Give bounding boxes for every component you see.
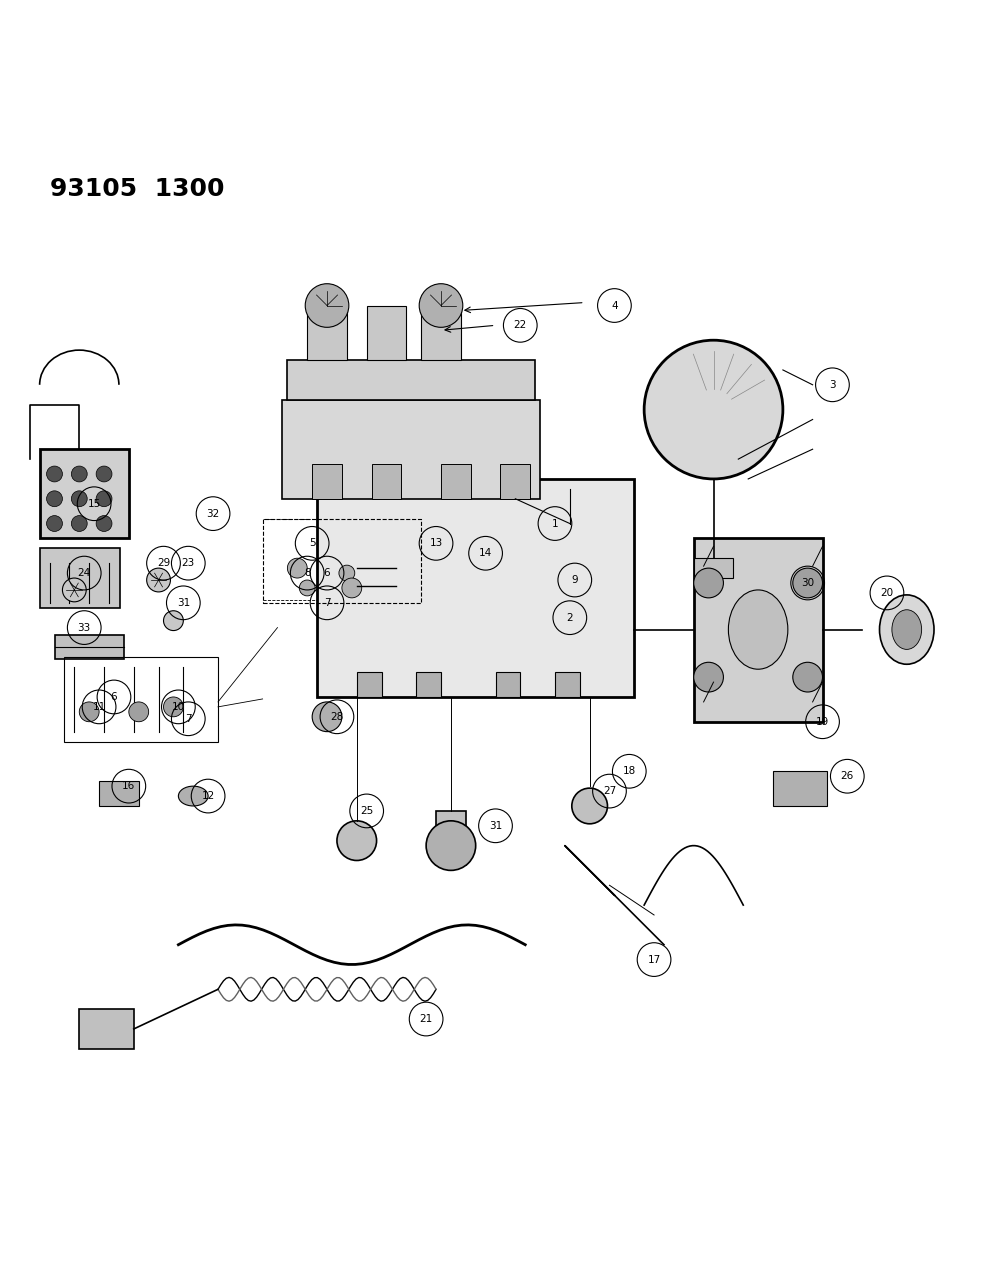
Text: 4: 4 xyxy=(611,301,617,311)
Bar xyxy=(441,464,471,499)
Text: 22: 22 xyxy=(513,320,527,330)
Text: 17: 17 xyxy=(647,955,661,965)
Bar xyxy=(694,558,733,578)
Text: 27: 27 xyxy=(603,787,616,796)
Text: 18: 18 xyxy=(622,766,636,776)
Text: 6: 6 xyxy=(111,692,117,703)
Circle shape xyxy=(305,284,349,328)
Text: 3: 3 xyxy=(829,380,835,390)
Text: 21: 21 xyxy=(419,1014,433,1024)
Circle shape xyxy=(164,611,183,631)
Bar xyxy=(79,1009,134,1049)
Circle shape xyxy=(287,558,307,578)
Bar xyxy=(282,399,540,499)
Text: 33: 33 xyxy=(77,622,91,632)
Circle shape xyxy=(96,515,112,532)
Bar xyxy=(436,811,466,866)
Circle shape xyxy=(337,821,377,861)
Circle shape xyxy=(47,515,62,532)
Circle shape xyxy=(62,578,86,602)
Bar xyxy=(99,782,139,806)
Text: 25: 25 xyxy=(360,806,374,816)
Circle shape xyxy=(299,580,315,595)
Text: 93105  1300: 93105 1300 xyxy=(50,177,224,200)
Circle shape xyxy=(572,788,607,824)
Circle shape xyxy=(694,662,723,692)
Bar xyxy=(40,548,120,608)
Text: 6: 6 xyxy=(324,569,330,578)
Circle shape xyxy=(96,467,112,482)
Circle shape xyxy=(71,491,87,506)
Text: 11: 11 xyxy=(92,701,106,711)
Text: 26: 26 xyxy=(840,771,854,782)
Ellipse shape xyxy=(728,590,788,669)
Text: 9: 9 xyxy=(572,575,578,585)
Circle shape xyxy=(129,703,149,722)
Bar xyxy=(64,658,218,742)
Circle shape xyxy=(164,697,183,717)
Bar xyxy=(263,519,421,603)
Text: 13: 13 xyxy=(429,538,443,548)
Text: 5: 5 xyxy=(309,538,315,548)
Text: 1: 1 xyxy=(552,519,558,529)
Ellipse shape xyxy=(880,595,934,664)
Text: 16: 16 xyxy=(122,782,136,792)
Bar xyxy=(694,538,823,722)
Circle shape xyxy=(342,578,362,598)
Bar xyxy=(317,479,634,697)
Bar xyxy=(307,306,347,360)
Bar xyxy=(287,360,535,399)
Bar xyxy=(357,672,382,697)
Bar xyxy=(372,464,401,499)
Bar xyxy=(367,306,406,360)
Text: 15: 15 xyxy=(87,499,101,509)
Circle shape xyxy=(793,662,823,692)
Bar xyxy=(500,464,530,499)
Text: 29: 29 xyxy=(157,558,170,569)
Circle shape xyxy=(71,467,87,482)
Text: 7: 7 xyxy=(324,598,330,608)
Circle shape xyxy=(79,703,99,722)
Text: 19: 19 xyxy=(816,717,829,727)
Circle shape xyxy=(47,491,62,506)
Bar xyxy=(312,464,342,499)
Ellipse shape xyxy=(178,787,208,806)
Text: 32: 32 xyxy=(206,509,220,519)
Circle shape xyxy=(419,284,463,328)
Bar xyxy=(421,306,461,360)
Text: 24: 24 xyxy=(77,569,91,578)
Circle shape xyxy=(426,821,476,871)
Text: 10: 10 xyxy=(171,701,185,711)
Text: 7: 7 xyxy=(185,714,191,724)
Bar xyxy=(496,672,520,697)
Bar xyxy=(773,771,827,806)
Circle shape xyxy=(96,491,112,506)
Text: 31: 31 xyxy=(489,821,502,831)
Circle shape xyxy=(71,515,87,532)
Text: 2: 2 xyxy=(567,613,573,622)
Text: 23: 23 xyxy=(181,558,195,569)
Text: 31: 31 xyxy=(176,598,190,608)
Ellipse shape xyxy=(892,609,922,649)
Circle shape xyxy=(694,569,723,598)
Text: 12: 12 xyxy=(201,790,215,801)
Text: 8: 8 xyxy=(304,569,310,578)
Text: 14: 14 xyxy=(479,548,493,558)
Circle shape xyxy=(47,467,62,482)
Text: 20: 20 xyxy=(880,588,894,598)
Bar xyxy=(55,635,124,659)
Circle shape xyxy=(793,569,823,598)
Text: 28: 28 xyxy=(330,711,344,722)
Text: 30: 30 xyxy=(801,578,815,588)
Circle shape xyxy=(339,565,355,581)
Circle shape xyxy=(644,340,783,479)
Bar xyxy=(416,672,441,697)
Bar xyxy=(555,672,580,697)
Bar xyxy=(40,449,129,538)
Circle shape xyxy=(147,569,170,592)
Circle shape xyxy=(312,703,342,732)
